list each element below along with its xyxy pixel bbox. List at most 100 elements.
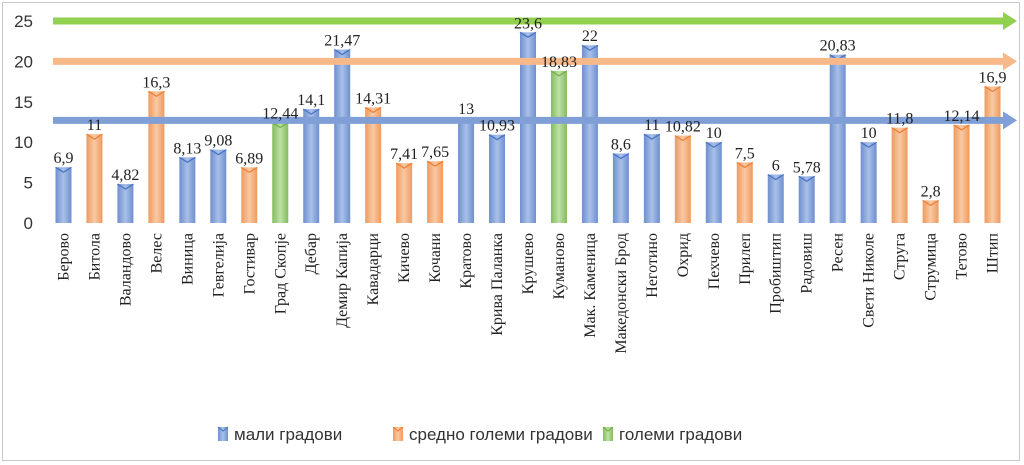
category-label: Гостивар (241, 233, 258, 294)
category-label: Мак. Каменица (582, 233, 599, 338)
data-label: 2,8 (921, 183, 941, 200)
bar-top-notch (488, 134, 506, 141)
bar-top-notch (767, 174, 785, 181)
bar (241, 167, 258, 223)
category-label: Виница (179, 233, 196, 285)
category-label: Крушево (520, 233, 537, 294)
category-label: Струмица (923, 233, 940, 301)
bar (148, 91, 165, 224)
bar-top-notch (271, 121, 289, 129)
bar (550, 70, 567, 223)
bar-top-notch (612, 153, 630, 160)
bar (829, 54, 846, 223)
bar (396, 163, 413, 223)
data-label: 9,08 (204, 133, 232, 150)
bar (334, 49, 351, 223)
bar (179, 157, 196, 223)
bar (860, 142, 877, 223)
bar-top-notch (86, 133, 103, 140)
bar (520, 32, 536, 224)
category-label: Град Скопје (272, 233, 289, 314)
bar (210, 149, 227, 223)
bar (303, 109, 320, 223)
y-tick-label: 10 (14, 133, 33, 152)
bar (767, 174, 784, 223)
data-label: 10,93 (479, 118, 515, 135)
legend: мали градови средно големи градови големи … (217, 425, 742, 444)
data-label: 13 (458, 101, 474, 118)
category-label: Крива Паланка (489, 233, 506, 336)
legend-swatch-notch (392, 426, 404, 432)
y-tick-label: 0 (24, 214, 33, 233)
bar-top-notch (550, 70, 568, 77)
data-label: 11,8 (886, 111, 913, 128)
bar-top-notch (364, 106, 382, 114)
reference-arrow-head (1003, 12, 1017, 30)
legend-swatch (393, 427, 403, 441)
bar-top-notch (581, 44, 599, 51)
bar-top-notch (240, 166, 258, 174)
bar (458, 117, 475, 223)
bar-top-notch (333, 49, 351, 56)
bar (798, 176, 815, 223)
bar-top-notch (984, 85, 1001, 93)
bars (55, 31, 1001, 224)
data-label: 7,41 (390, 146, 418, 163)
bar (581, 45, 598, 223)
bar-top-notch (674, 135, 692, 142)
bar-top-notch (922, 199, 939, 207)
category-label: Прилеп (737, 233, 754, 285)
bar-top-notch (798, 175, 816, 183)
bar (953, 124, 970, 223)
category-label: Охрид (675, 233, 692, 277)
y-axis: 0 5 10 15 20 25 (14, 12, 33, 233)
data-label: 8,6 (611, 137, 631, 154)
legend-swatch (603, 427, 613, 441)
category-label: Македонски Брод (613, 233, 630, 354)
data-label: 12,14 (944, 108, 980, 125)
legend-label: мали градови (234, 425, 342, 444)
data-label: 6 (772, 158, 780, 175)
bar (891, 127, 908, 223)
data-label: 22 (582, 28, 598, 45)
bar-top-notch (736, 161, 754, 169)
category-label: Неготино (644, 233, 661, 298)
data-label: 6,9 (53, 150, 73, 167)
bar (427, 161, 444, 223)
category-label: Ресен (830, 233, 847, 273)
category-label: Берово (55, 233, 72, 281)
bar-top-notch (148, 90, 165, 98)
category-label: Гевгелија (210, 233, 227, 297)
category-label: Демир Капија (334, 233, 351, 328)
data-label: 11 (644, 117, 659, 134)
legend-swatch (218, 427, 228, 441)
bar-top-notch (395, 162, 413, 169)
category-label: Штип (985, 233, 1002, 274)
bar-top-notch (891, 127, 908, 134)
category-label: Тетово (954, 233, 971, 280)
data-label: 14,1 (297, 92, 325, 109)
bar-top-notch (117, 183, 134, 190)
bar (705, 142, 722, 223)
reference-arrows-front (53, 12, 1017, 130)
data-label: 18,83 (541, 54, 577, 71)
data-label: 23,6 (514, 15, 542, 32)
data-label: 8,13 (173, 140, 201, 157)
reference-arrow-head (1003, 52, 1017, 71)
data-label: 10,82 (665, 119, 701, 136)
bar-top-notch (860, 141, 877, 148)
bar-top-notch (953, 124, 970, 131)
category-label: Струга (892, 233, 909, 280)
category-label: Радовиш (799, 232, 816, 293)
bar (117, 184, 134, 223)
bar-top-notch (55, 166, 72, 173)
bar-top-notch (705, 141, 723, 148)
reference-arrow-head (1003, 111, 1017, 130)
y-tick-label: 15 (14, 93, 33, 112)
data-label: 11 (87, 117, 102, 134)
category-label: Кавадарци (365, 233, 382, 306)
y-tick-label: 5 (24, 174, 33, 193)
category-label: Дебар (303, 233, 320, 274)
